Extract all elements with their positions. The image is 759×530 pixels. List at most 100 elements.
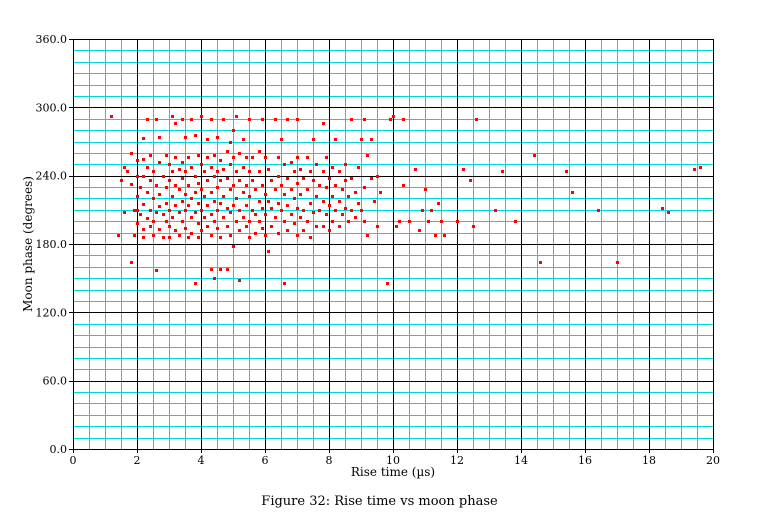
data-point [661, 207, 664, 210]
data-point [213, 200, 216, 203]
data-point [232, 129, 235, 132]
data-point [142, 137, 145, 140]
data-point [302, 209, 305, 212]
data-point [142, 158, 145, 161]
data-point [328, 177, 331, 180]
data-point [238, 152, 241, 155]
y-tick-label: 120.0 [36, 306, 68, 319]
data-point [216, 170, 219, 173]
data-point [286, 229, 289, 232]
data-point [296, 234, 299, 237]
data-point [290, 188, 293, 191]
data-point [181, 118, 184, 121]
data-point [130, 152, 133, 155]
data-point [322, 200, 325, 203]
data-point [363, 220, 366, 223]
data-point [299, 216, 302, 219]
data-point [152, 170, 155, 173]
data-point [110, 115, 113, 118]
data-point [315, 225, 318, 228]
data-point [501, 170, 504, 173]
x-tick-label: 8 [326, 454, 333, 467]
data-point [280, 184, 283, 187]
data-point [210, 213, 213, 216]
data-point [350, 177, 353, 180]
data-point [258, 220, 261, 223]
data-point [373, 200, 376, 203]
data-point [226, 207, 229, 210]
data-point [194, 191, 197, 194]
data-point [187, 236, 190, 239]
data-point [238, 229, 241, 232]
data-point [245, 225, 248, 228]
major-grid [69, 39, 714, 453]
data-point [366, 234, 369, 237]
data-point [146, 191, 149, 194]
data-point [360, 209, 363, 212]
data-point [181, 161, 184, 164]
data-point [184, 170, 187, 173]
data-point [190, 166, 193, 169]
data-point [286, 177, 289, 180]
data-point [286, 204, 289, 207]
data-point [232, 156, 235, 159]
data-point [533, 154, 536, 157]
data-point [194, 211, 197, 214]
data-point [280, 209, 283, 212]
data-point [376, 225, 379, 228]
data-point [254, 232, 257, 235]
y-tick-labels: 0.0 60.0 120.0 180.0 240.0 300.0 360.0 [36, 33, 68, 456]
x-tick-label: 2 [134, 454, 141, 467]
data-point [213, 175, 216, 178]
data-point [146, 118, 149, 121]
data-point [443, 234, 446, 237]
data-point [168, 179, 171, 182]
data-point [139, 213, 142, 216]
data-point [238, 179, 241, 182]
data-point [187, 204, 190, 207]
data-point [267, 200, 270, 203]
data-point [216, 136, 219, 139]
data-point [197, 222, 200, 225]
data-point [322, 225, 325, 228]
data-point [437, 202, 440, 205]
data-point [245, 204, 248, 207]
data-point [296, 182, 299, 185]
data-point [254, 188, 257, 191]
data-point [178, 211, 181, 214]
data-point [293, 170, 296, 173]
data-point [286, 118, 289, 121]
data-point [402, 118, 405, 121]
data-point [226, 177, 229, 180]
data-point [430, 209, 433, 212]
data-point [219, 159, 222, 162]
data-point [261, 227, 264, 230]
data-point [162, 213, 165, 216]
data-point [270, 225, 273, 228]
data-point [142, 228, 145, 231]
data-point [123, 211, 126, 214]
data-point [357, 202, 360, 205]
data-point [408, 220, 411, 223]
data-point [219, 179, 222, 182]
data-point [338, 200, 341, 203]
data-point [424, 188, 427, 191]
data-point [181, 220, 184, 223]
data-point [315, 163, 318, 166]
data-point [261, 118, 264, 121]
data-point [133, 234, 136, 237]
data-point [472, 225, 475, 228]
data-point [245, 156, 248, 159]
data-point [341, 188, 344, 191]
data-point [146, 166, 149, 169]
data-point [242, 216, 245, 219]
y-tick-label: 240.0 [36, 170, 68, 183]
data-point [171, 115, 174, 118]
data-point [379, 191, 382, 194]
data-point [210, 191, 213, 194]
data-point [181, 200, 184, 203]
data-point [142, 175, 145, 178]
data-point [254, 213, 257, 216]
data-point [386, 282, 389, 285]
data-point [200, 229, 203, 232]
